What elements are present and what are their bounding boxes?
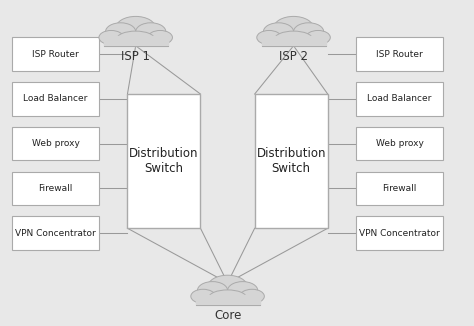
Text: Distribution
Switch: Distribution Switch	[129, 147, 199, 175]
Ellipse shape	[306, 30, 330, 45]
FancyBboxPatch shape	[356, 37, 443, 71]
Ellipse shape	[136, 23, 166, 41]
Ellipse shape	[264, 23, 293, 41]
Text: ISP 1: ISP 1	[121, 50, 150, 63]
Text: VPN Concentrator: VPN Concentrator	[15, 229, 96, 238]
Text: Load Balancer: Load Balancer	[23, 94, 88, 103]
Bar	[196, 295, 260, 304]
Bar	[262, 36, 326, 46]
Ellipse shape	[228, 282, 258, 300]
Ellipse shape	[275, 31, 312, 46]
Ellipse shape	[208, 275, 247, 298]
FancyBboxPatch shape	[356, 82, 443, 116]
Ellipse shape	[106, 23, 136, 41]
Text: ISP Router: ISP Router	[376, 50, 423, 59]
FancyBboxPatch shape	[128, 94, 201, 228]
FancyBboxPatch shape	[12, 216, 99, 250]
Ellipse shape	[240, 289, 264, 303]
Ellipse shape	[148, 30, 173, 45]
Ellipse shape	[257, 30, 281, 45]
Ellipse shape	[191, 289, 215, 303]
Ellipse shape	[274, 16, 313, 39]
FancyBboxPatch shape	[255, 94, 328, 228]
Text: ISP Router: ISP Router	[32, 50, 79, 59]
Ellipse shape	[117, 31, 155, 46]
Text: Firewall: Firewall	[383, 184, 417, 193]
Text: ISP 2: ISP 2	[279, 50, 308, 63]
Text: Web proxy: Web proxy	[375, 139, 423, 148]
Text: Core: Core	[214, 309, 241, 322]
FancyBboxPatch shape	[356, 171, 443, 205]
FancyBboxPatch shape	[12, 82, 99, 116]
FancyBboxPatch shape	[356, 216, 443, 250]
Text: Firewall: Firewall	[38, 184, 73, 193]
Text: Load Balancer: Load Balancer	[367, 94, 432, 103]
FancyBboxPatch shape	[12, 127, 99, 160]
Text: Web proxy: Web proxy	[32, 139, 80, 148]
Ellipse shape	[116, 16, 155, 39]
FancyBboxPatch shape	[356, 127, 443, 160]
Text: Distribution
Switch: Distribution Switch	[256, 147, 326, 175]
Ellipse shape	[209, 290, 246, 305]
Ellipse shape	[197, 282, 228, 300]
Ellipse shape	[99, 30, 123, 45]
FancyBboxPatch shape	[12, 171, 99, 205]
Text: VPN Concentrator: VPN Concentrator	[359, 229, 440, 238]
FancyBboxPatch shape	[12, 37, 99, 71]
Ellipse shape	[293, 23, 324, 41]
Bar	[104, 36, 168, 46]
